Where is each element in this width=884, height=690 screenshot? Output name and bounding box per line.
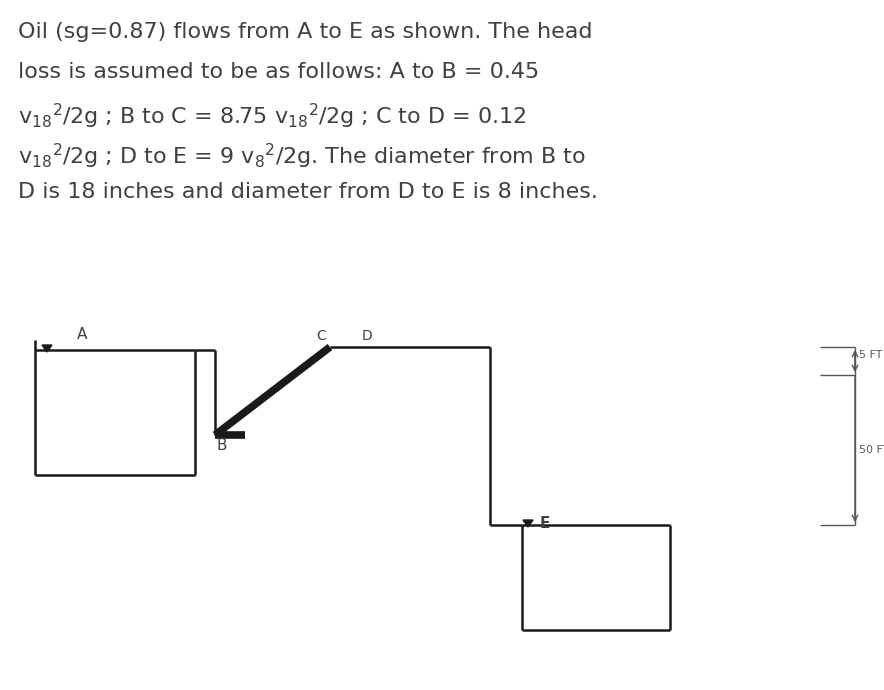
Text: D: D	[362, 329, 373, 343]
Text: 5 FT: 5 FT	[859, 350, 882, 360]
Text: v$_{18}$$^{2}$/2g ; D to E = 9 v$_{8}$$^{2}$/2g. The diameter from B to: v$_{18}$$^{2}$/2g ; D to E = 9 v$_{8}$$^…	[18, 142, 586, 171]
Text: E: E	[540, 515, 551, 531]
Text: C: C	[316, 329, 326, 343]
Text: A: A	[77, 327, 88, 342]
Text: 50 FT: 50 FT	[859, 445, 884, 455]
Text: B: B	[216, 438, 226, 453]
Polygon shape	[523, 520, 533, 527]
Text: D is 18 inches and diameter from D to E is 8 inches.: D is 18 inches and diameter from D to E …	[18, 182, 598, 202]
Text: loss is assumed to be as follows: A to B = 0.45: loss is assumed to be as follows: A to B…	[18, 62, 539, 82]
Text: Oil (sg=0.87) flows from A to E as shown. The head: Oil (sg=0.87) flows from A to E as shown…	[18, 22, 592, 42]
Text: v$_{18}$$^{2}$/2g ; B to C = 8.75 v$_{18}$$^{2}$/2g ; C to D = 0.12: v$_{18}$$^{2}$/2g ; B to C = 8.75 v$_{18…	[18, 102, 527, 131]
Polygon shape	[42, 345, 52, 352]
